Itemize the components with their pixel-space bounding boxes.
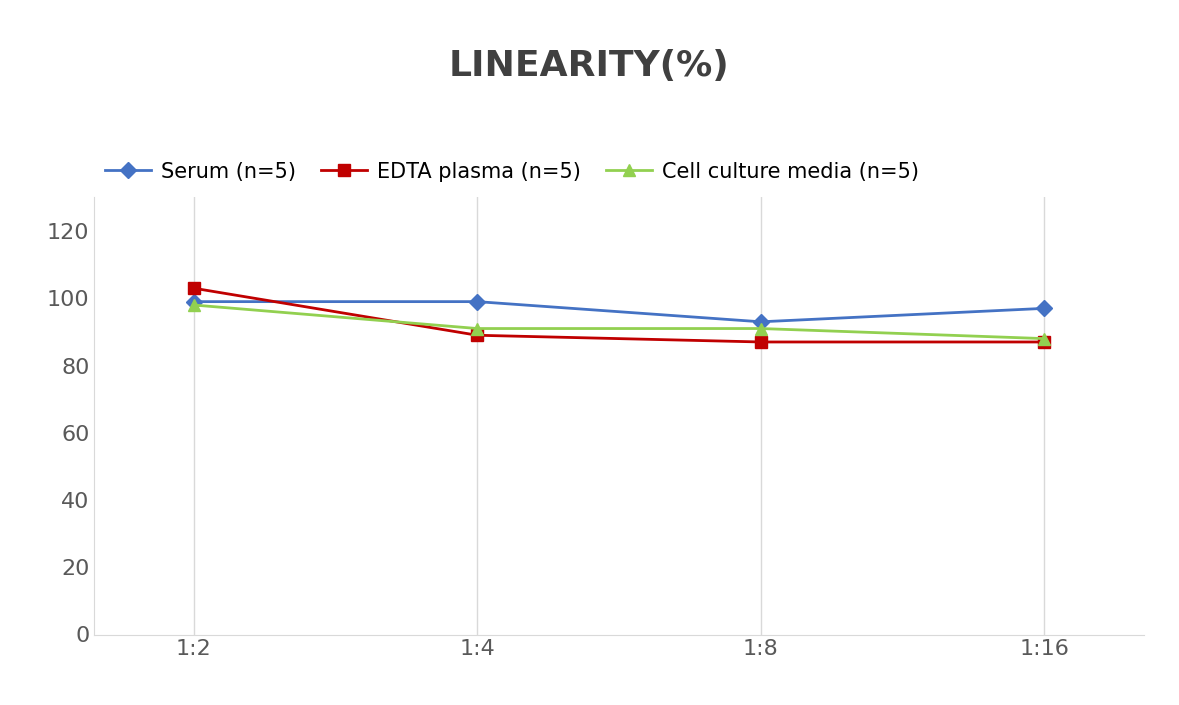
Line: Cell culture media (n=5): Cell culture media (n=5) (187, 300, 1050, 344)
Legend: Serum (n=5), EDTA plasma (n=5), Cell culture media (n=5): Serum (n=5), EDTA plasma (n=5), Cell cul… (105, 162, 920, 183)
Serum (n=5) (186, 298, 200, 306)
Line: EDTA plasma (n=5): EDTA plasma (n=5) (187, 283, 1050, 348)
Serum (n=5) (753, 317, 768, 326)
Text: LINEARITY(%): LINEARITY(%) (449, 49, 730, 83)
EDTA plasma (n=5) (470, 331, 485, 340)
Cell culture media (n=5) (186, 301, 200, 309)
Line: Serum (n=5): Serum (n=5) (187, 296, 1050, 327)
EDTA plasma (n=5) (1038, 338, 1052, 346)
Serum (n=5) (1038, 304, 1052, 312)
Cell culture media (n=5) (753, 324, 768, 333)
EDTA plasma (n=5) (186, 284, 200, 293)
Cell culture media (n=5) (470, 324, 485, 333)
Cell culture media (n=5) (1038, 334, 1052, 343)
EDTA plasma (n=5) (753, 338, 768, 346)
Serum (n=5) (470, 298, 485, 306)
